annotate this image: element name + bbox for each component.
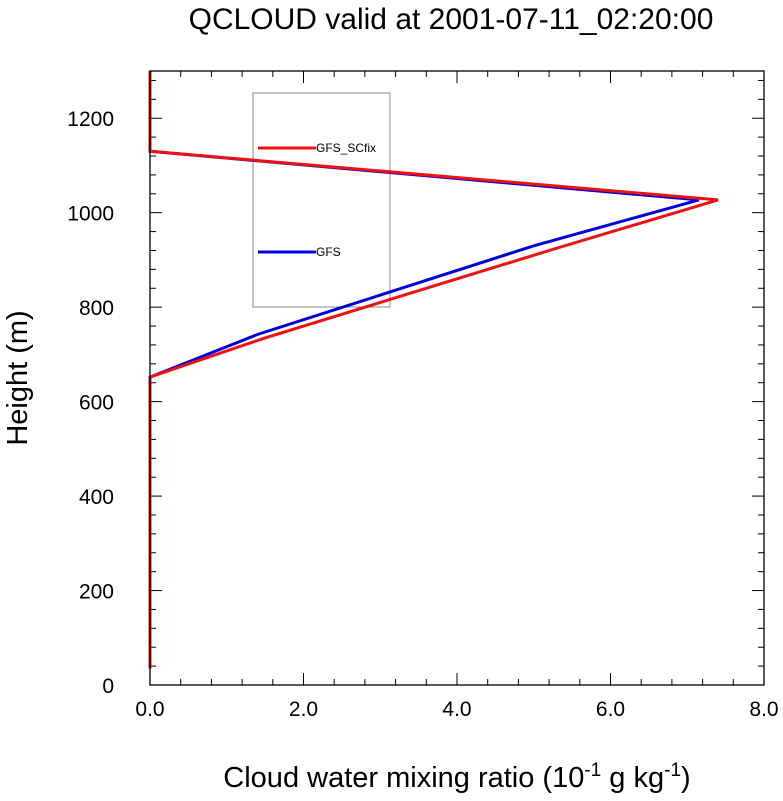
series-lines (148, 71, 719, 669)
series-line-gfs-scfix (148, 71, 719, 669)
x-tick-label: 8.0 (749, 698, 778, 721)
legend-box (252, 92, 391, 308)
legend: GFS_SCfix GFS (258, 141, 376, 259)
y-tick-label: 600 (79, 392, 114, 415)
x-tick-label: 6.0 (596, 698, 625, 721)
axis-tick-labels: 0.0 2.0 4.0 6.0 8.0 0 200 400 600 800 1000 1200 (67, 108, 778, 721)
x-axis-title-mid: g kg (601, 762, 664, 794)
x-tick-label: 0.0 (135, 698, 164, 721)
x-axis-title-main: Cloud water mixing ratio (10 (223, 762, 584, 794)
y-tick-label: 1200 (67, 108, 114, 131)
y-tick-label: 400 (79, 486, 114, 509)
legend-label-gfs: GFS (316, 245, 341, 259)
y-tick-label: 200 (79, 581, 114, 604)
x-axis-title-exp1: -1 (584, 760, 601, 781)
plot-frame (149, 70, 765, 686)
chart-title: QCLOUD valid at 2001-07-11_02:20:00 (189, 3, 714, 36)
axis-ticks (149, 71, 765, 686)
y-tick-label: 1000 (67, 203, 114, 226)
y-tick-label: 800 (79, 297, 114, 320)
x-tick-label: 4.0 (442, 698, 471, 721)
series-line-gfs (148, 71, 700, 669)
x-axis-title-exp2: -1 (664, 760, 681, 781)
y-axis-title: Height (m) (2, 310, 34, 445)
x-axis-title-end: ) (681, 762, 691, 794)
legend-label-gfs-scfix: GFS_SCfix (316, 141, 376, 155)
x-axis-title: Cloud water mixing ratio (10-1 g kg-1) (223, 760, 690, 794)
x-tick-label: 2.0 (289, 698, 318, 721)
y-tick-label: 0 (102, 675, 114, 698)
